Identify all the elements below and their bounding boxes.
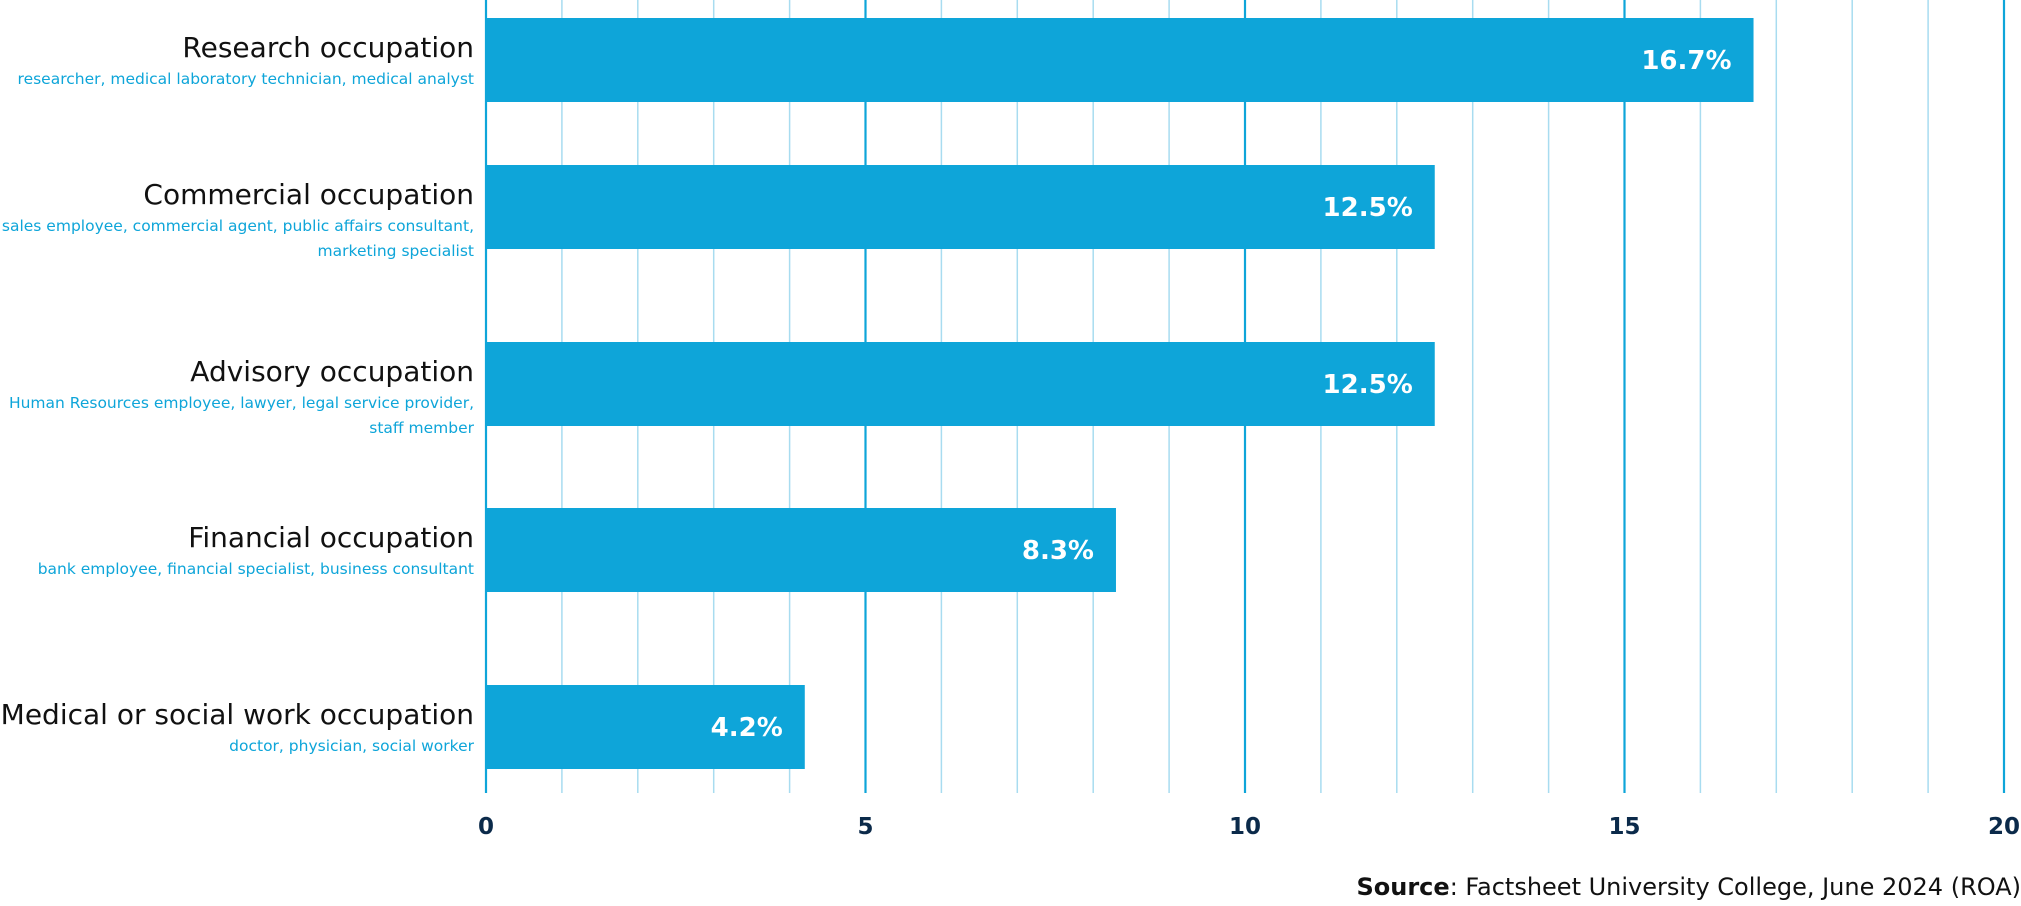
bar-value-label: 4.2% — [711, 713, 783, 743]
bar-value-label: 16.7% — [1641, 46, 1731, 76]
category-sublabel: Human Resources employee, lawyer, legal … — [9, 394, 474, 412]
x-tick-label: 20 — [1988, 814, 2020, 840]
bar — [486, 685, 805, 769]
category-label: Advisory occupation — [190, 355, 474, 388]
x-tick-label: 0 — [478, 814, 494, 840]
category-sublabel: researcher, medical laboratory technicia… — [18, 70, 474, 88]
bar-value-label: 12.5% — [1323, 370, 1413, 400]
bar — [486, 165, 1435, 249]
source-label: Source — [1356, 873, 1450, 901]
bar — [486, 508, 1116, 592]
category-sublabel: sales employee, commercial agent, public… — [2, 217, 474, 235]
category-label: Financial occupation — [188, 521, 474, 554]
bar — [486, 342, 1435, 426]
x-tick-label: 15 — [1608, 814, 1640, 840]
bar-value-label: 12.5% — [1323, 193, 1413, 223]
source-text: : Factsheet University College, June 202… — [1449, 873, 2021, 901]
source-note: Source: Factsheet University College, Ju… — [1356, 873, 2021, 901]
bar-value-label: 8.3% — [1022, 536, 1094, 566]
x-tick-label: 5 — [857, 814, 873, 840]
category-sublabel: marketing specialist — [318, 242, 474, 260]
bar — [486, 18, 1754, 102]
category-sublabel: doctor, physician, social worker — [229, 737, 474, 755]
category-label: Commercial occupation — [143, 178, 474, 211]
category-sublabel: bank employee, financial specialist, bus… — [38, 560, 474, 578]
x-tick-label: 10 — [1229, 814, 1261, 840]
category-label: Medical or social work occupation — [1, 698, 474, 731]
category-sublabel: staff member — [369, 419, 474, 437]
category-label: Research occupation — [182, 31, 474, 64]
